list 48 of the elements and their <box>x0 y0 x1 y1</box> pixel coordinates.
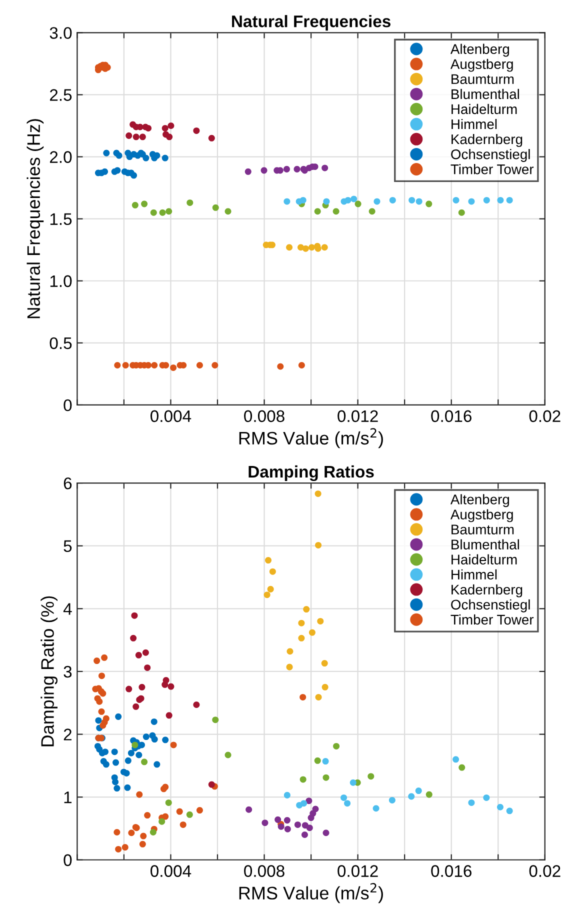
legend-label: Blumenthal <box>452 88 519 100</box>
legend-label: Altenberg <box>450 494 509 508</box>
x-tick-label: 0.016 <box>431 410 472 422</box>
legend-label: Ochsenstiegl <box>451 599 530 612</box>
legend-label: Augstberg <box>450 509 513 522</box>
x-tick-label: 0.02 <box>529 865 560 877</box>
y-tick-label: 0 <box>64 854 72 866</box>
legend-label: Ochsenstiegl <box>451 149 530 162</box>
legend-label: Altenberg <box>450 44 509 57</box>
y-tick-label: 0.5 <box>50 337 72 350</box>
x-axis-title: RMS Value (m/s$^{2}$) <box>239 428 383 448</box>
legend-label: Haidelturm <box>452 104 517 114</box>
x-tick-label: 0.004 <box>150 865 192 877</box>
legend-label: Timber Tower <box>450 164 534 174</box>
x-tick-label: 0.004 <box>150 410 192 422</box>
y-tick-label: 1.5 <box>50 213 72 226</box>
legend-label: Baumturm <box>452 74 514 84</box>
y-tick-label: 4 <box>63 603 72 615</box>
legend-label: Haidelturm <box>452 554 517 564</box>
y-tick-label: 1.0 <box>50 275 72 288</box>
legend-label: Blumenthal <box>452 539 519 550</box>
x-tick-label: 0.008 <box>244 410 284 422</box>
x-tick-label: 0.012 <box>338 410 378 422</box>
y-tick-label: 0 <box>64 399 72 412</box>
y-tick-label: 2.0 <box>50 151 72 163</box>
legend-label: Kadernberg <box>452 584 522 598</box>
legend-label: Himmel <box>452 569 497 580</box>
x-tick-label: 0.02 <box>529 410 560 422</box>
chart-title: Damping Ratios <box>248 465 374 482</box>
x-tick-label: 0.012 <box>338 865 378 877</box>
legend-label: Augstberg <box>450 58 513 72</box>
y-tick-label: 5 <box>64 540 72 552</box>
x-axis-title: RMS Value (m/s$^{2}$) <box>239 883 383 904</box>
legend-label: Baumturm <box>452 524 514 534</box>
y-tick-label: 1 <box>64 792 72 804</box>
y-tick-label: 3 <box>64 666 72 678</box>
chart-title: Natural Frequencies <box>232 15 390 31</box>
legend-label: Timber Tower <box>450 614 534 625</box>
legend-label: Kadernberg <box>452 134 522 147</box>
legend-label: Himmel <box>452 118 497 130</box>
x-tick-label: 0.008 <box>244 865 284 877</box>
y-tick-label: 2.5 <box>50 89 72 101</box>
x-tick-label: 0.016 <box>431 865 472 877</box>
y-tick-label: 3.0 <box>50 27 72 39</box>
y-tick-label: 2 <box>64 728 72 740</box>
y-axis-title: Natural Frequencies (Hz) <box>26 119 44 318</box>
y-tick-label: 6 <box>64 477 72 490</box>
y-axis-title: Damping Ratio (%) <box>40 596 58 746</box>
